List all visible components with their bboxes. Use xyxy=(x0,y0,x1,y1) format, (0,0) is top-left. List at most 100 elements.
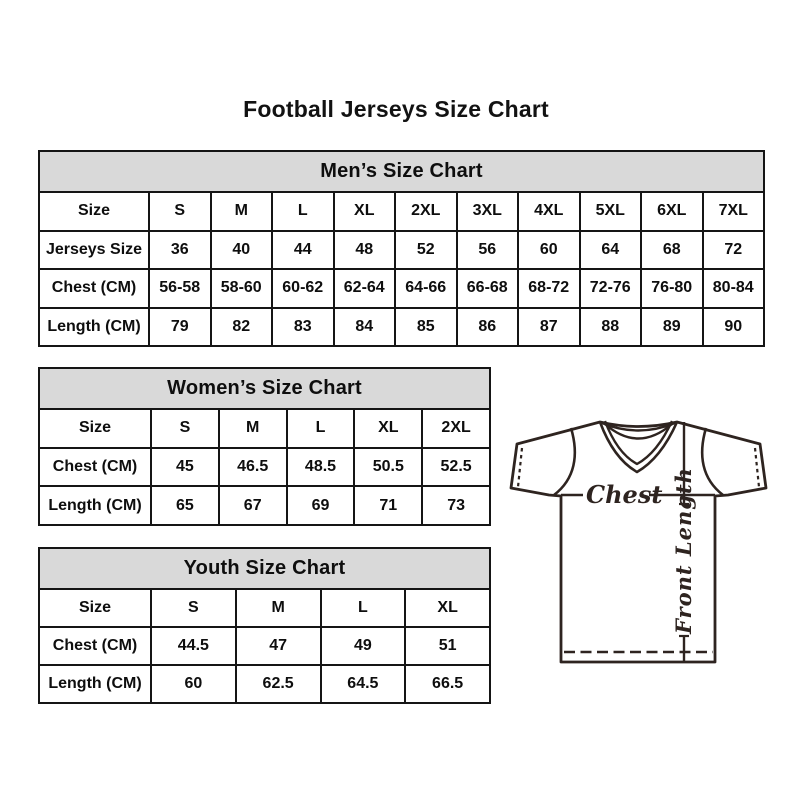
table-cell: M xyxy=(234,588,322,628)
table-cell: L xyxy=(271,191,335,232)
collar-arc-inner-icon xyxy=(604,423,673,440)
table-cell: 48.5 xyxy=(285,446,356,488)
table-row: Length (CM) 65 67 69 71 73 xyxy=(38,485,491,526)
table-cell: 83 xyxy=(271,306,335,347)
table-title: Women’s Size Chart xyxy=(38,367,491,410)
table-row: Length (CM) 60 62.5 64.5 66.5 xyxy=(38,664,491,704)
table-row: Jerseys Size 36 40 44 48 52 56 60 64 68 72 xyxy=(38,229,765,270)
table-cell: 47 xyxy=(234,626,322,666)
table-cell: 87 xyxy=(517,306,581,347)
jersey-measurement-diagram: Chest Front Length xyxy=(509,420,768,664)
table-cell: 89 xyxy=(640,306,704,347)
table-section-header: Women’s Size Chart xyxy=(38,367,491,410)
right-sleeve-seam-icon xyxy=(700,427,724,497)
table-cell: 56 xyxy=(455,229,519,270)
table-cell: M xyxy=(209,191,273,232)
mens-size-table: Men’s Size Chart Size S M L XL 2XL 3XL 4XL 5XL 6XL… xyxy=(38,150,765,347)
collar-arc-icon xyxy=(601,421,676,432)
table-cell: 64.5 xyxy=(319,664,407,704)
table-cell: L xyxy=(285,408,356,449)
table-row: Chest (CM) 44.5 47 49 51 xyxy=(38,626,491,666)
table-cell: 5XL xyxy=(578,191,642,232)
table-cell: 49 xyxy=(319,626,407,666)
vneck-inner-icon xyxy=(603,420,674,466)
table-cell: XL xyxy=(332,191,396,232)
chest-label: Chest xyxy=(586,480,662,509)
table-cell: 86 xyxy=(455,306,519,347)
table-cell: 66-68 xyxy=(455,268,519,309)
table-cell: 84 xyxy=(332,306,396,347)
table-cell: 52 xyxy=(394,229,458,270)
table-cell: 44 xyxy=(271,229,335,270)
table-cell: S xyxy=(150,408,220,449)
table-cell: 80-84 xyxy=(701,268,765,309)
table-row: Length (CM) 79 82 83 84 85 86 87 88 89 90 xyxy=(38,306,765,347)
table-cell: 68-72 xyxy=(517,268,581,309)
table-cell: Chest (CM) xyxy=(38,268,150,309)
table-cell: S xyxy=(148,191,212,232)
table-cell: 85 xyxy=(394,306,458,347)
table-cell: 36 xyxy=(148,229,212,270)
table-cell: Length (CM) xyxy=(38,485,152,526)
table-section-header: Youth Size Chart xyxy=(38,547,491,590)
table-cell: Size xyxy=(38,588,152,628)
table-cell: Chest (CM) xyxy=(38,626,152,666)
table-cell: L xyxy=(319,588,407,628)
table-cell: Jerseys Size xyxy=(38,229,150,270)
table-cell: S xyxy=(150,588,237,628)
vneck-outer-icon xyxy=(598,421,679,474)
table-title: Men’s Size Chart xyxy=(38,150,765,193)
right-cuff-dashed-line-icon xyxy=(753,447,761,488)
table-header-row: Size S M L XL 2XL xyxy=(38,408,491,449)
table-cell: 73 xyxy=(421,485,491,526)
table-cell: 79 xyxy=(148,306,212,347)
table-cell: 51 xyxy=(404,626,491,666)
left-cuff-dashed-line-icon xyxy=(516,447,524,488)
table-cell: 4XL xyxy=(517,191,581,232)
table-cell: 2XL xyxy=(394,191,458,232)
youth-size-table: Youth Size Chart Size S M L XL Chest (CM) 44.5 4… xyxy=(38,547,491,704)
table-cell: 52.5 xyxy=(421,446,491,488)
table-cell: 62.5 xyxy=(234,664,322,704)
table-cell: XL xyxy=(404,588,491,628)
table-row: Chest (CM) 45 46.5 48.5 50.5 52.5 xyxy=(38,446,491,488)
table-cell: 65 xyxy=(150,485,220,526)
table-cell: 60 xyxy=(517,229,581,270)
table-cell: 76-80 xyxy=(640,268,704,309)
table-cell: 66.5 xyxy=(404,664,491,704)
table-cell: 72 xyxy=(701,229,765,270)
table-row: Chest (CM) 56-58 58-60 60-62 62-64 64-66 66-68… xyxy=(38,268,765,309)
table-cell: 88 xyxy=(578,306,642,347)
table-cell: 64-66 xyxy=(394,268,458,309)
table-cell: Chest (CM) xyxy=(38,446,152,488)
table-header-row: Size S M L XL 2XL 3XL 4XL 5XL 6XL 7XL xyxy=(38,191,765,232)
table-cell: 40 xyxy=(209,229,273,270)
table-section-header: Men’s Size Chart xyxy=(38,150,765,193)
table-cell: Length (CM) xyxy=(38,664,152,704)
table-cell: 46.5 xyxy=(217,446,288,488)
table-cell: XL xyxy=(353,408,424,449)
table-cell: 71 xyxy=(353,485,424,526)
table-cell: 60-62 xyxy=(271,268,335,309)
page-title: Football Jerseys Size Chart xyxy=(243,96,549,122)
table-cell: 72-76 xyxy=(578,268,642,309)
table-cell: 45 xyxy=(150,446,220,488)
table-cell: 68 xyxy=(640,229,704,270)
womens-size-table: Women’s Size Chart Size S M L XL 2XL Chest (CM)… xyxy=(38,367,491,526)
table-cell: 2XL xyxy=(421,408,491,449)
table-cell: M xyxy=(217,408,288,449)
table-cell: 48 xyxy=(332,229,396,270)
left-sleeve-seam-icon xyxy=(553,427,577,497)
table-cell: 44.5 xyxy=(150,626,237,666)
table-cell: 64 xyxy=(578,229,642,270)
table-cell: 7XL xyxy=(701,191,765,232)
table-cell: Size xyxy=(38,191,150,232)
table-title: Youth Size Chart xyxy=(38,547,491,590)
table-cell: Length (CM) xyxy=(38,306,150,347)
table-cell: 67 xyxy=(217,485,288,526)
table-cell: 82 xyxy=(209,306,273,347)
table-cell: Size xyxy=(38,408,152,449)
mens-size-chart-section: Men’s Size Chart Size S M L XL 2XL 3XL 4XL 5XL 6XL… xyxy=(38,150,765,347)
table-cell: 62-64 xyxy=(332,268,396,309)
